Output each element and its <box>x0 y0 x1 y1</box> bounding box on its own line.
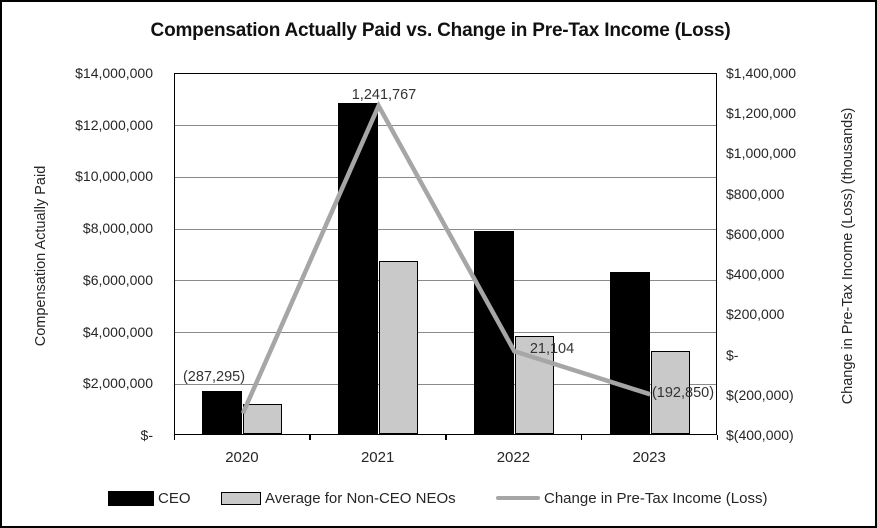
left-axis-tick: $2,000,000 <box>82 375 153 392</box>
category-label-2020: 2020 <box>225 449 259 466</box>
right-axis-tick: $- <box>726 346 739 363</box>
category-label-2021: 2021 <box>360 449 395 466</box>
legend-label-pretax-income: Change in Pre-Tax Income (Loss) <box>544 489 768 507</box>
bar-ceo-2023 <box>609 272 650 434</box>
category-axis-tick <box>173 435 175 440</box>
gridline <box>175 280 716 282</box>
gridline <box>175 125 716 127</box>
category-axis-tick <box>445 435 447 440</box>
left-axis-tick: $10,000,000 <box>75 168 153 185</box>
legend-item-non-ceo-neos: Average for Non-CEO NEOs <box>221 485 456 511</box>
category-label-2022: 2022 <box>496 449 531 466</box>
right-axis-tick: $1,400,000 <box>726 65 797 81</box>
category-axis-tick <box>716 435 718 440</box>
data-label-2020: (287,295) <box>182 369 246 385</box>
left-axis-tick: $14,000,000 <box>75 65 153 81</box>
left-axis-tick: $8,000,000 <box>82 220 153 237</box>
chart-title: Compensation Actually Paid vs. Change in… <box>150 20 731 41</box>
category-label-2023: 2023 <box>632 449 666 466</box>
left-axis-title: Compensation Actually Paid <box>33 165 49 347</box>
gridline <box>175 383 716 385</box>
gridline <box>175 176 716 178</box>
data-label-2021: 1,241,767 <box>351 87 417 103</box>
bar-ceo-2021 <box>338 103 379 434</box>
right-axis-tick: $(200,000) <box>726 386 794 403</box>
right-axis-title: Change in Pre-Tax Income (Loss) (thousan… <box>840 107 856 405</box>
right-axis-tick: $200,000 <box>726 306 785 323</box>
right-axis-tick: $1,200,000 <box>726 105 797 122</box>
legend-label-non-ceo-neos: Average for Non-CEO NEOs <box>265 489 456 507</box>
non-ceo-swatch-icon <box>221 491 261 505</box>
pretax-income-line <box>240 100 651 415</box>
right-axis-tick: $800,000 <box>726 185 785 202</box>
legend-item-pretax-income: Change in Pre-Tax Income (Loss) <box>496 485 767 511</box>
left-axis-tick: $6,000,000 <box>82 271 153 288</box>
bar-non-ceo-2021 <box>379 260 419 434</box>
legend-item-ceo: CEO <box>108 485 191 511</box>
category-axis-tick <box>309 435 311 440</box>
category-axis-tick <box>580 435 583 440</box>
legend-label-ceo: CEO <box>158 489 191 507</box>
left-axis-tick: $12,000,000 <box>75 116 153 133</box>
right-axis-tick: $(400,000) <box>726 427 794 443</box>
right-axis-tick: $400,000 <box>726 266 785 283</box>
legend: CEO Average for Non-CEO NEOs Change in P… <box>2 485 875 511</box>
bar-non-ceo-2020 <box>243 404 283 434</box>
left-axis-tick: $- <box>140 427 153 443</box>
data-label-2023: (192,850) <box>651 385 715 401</box>
right-axis-tick: $1,000,000 <box>726 145 797 162</box>
bar-ceo-2022 <box>473 231 514 434</box>
left-axis-tick: $4,000,000 <box>82 323 153 340</box>
bar-non-ceo-2023 <box>650 351 690 434</box>
right-axis-tick: $600,000 <box>726 225 785 242</box>
data-label-2022: 21,104 <box>529 341 575 357</box>
line-series <box>240 100 651 415</box>
gridline <box>175 332 716 334</box>
plot-area: (287,295) 1,241,767 21,104 (192,850) <box>174 73 717 435</box>
line-swatch-icon <box>496 495 540 501</box>
ceo-swatch-icon <box>108 490 154 506</box>
